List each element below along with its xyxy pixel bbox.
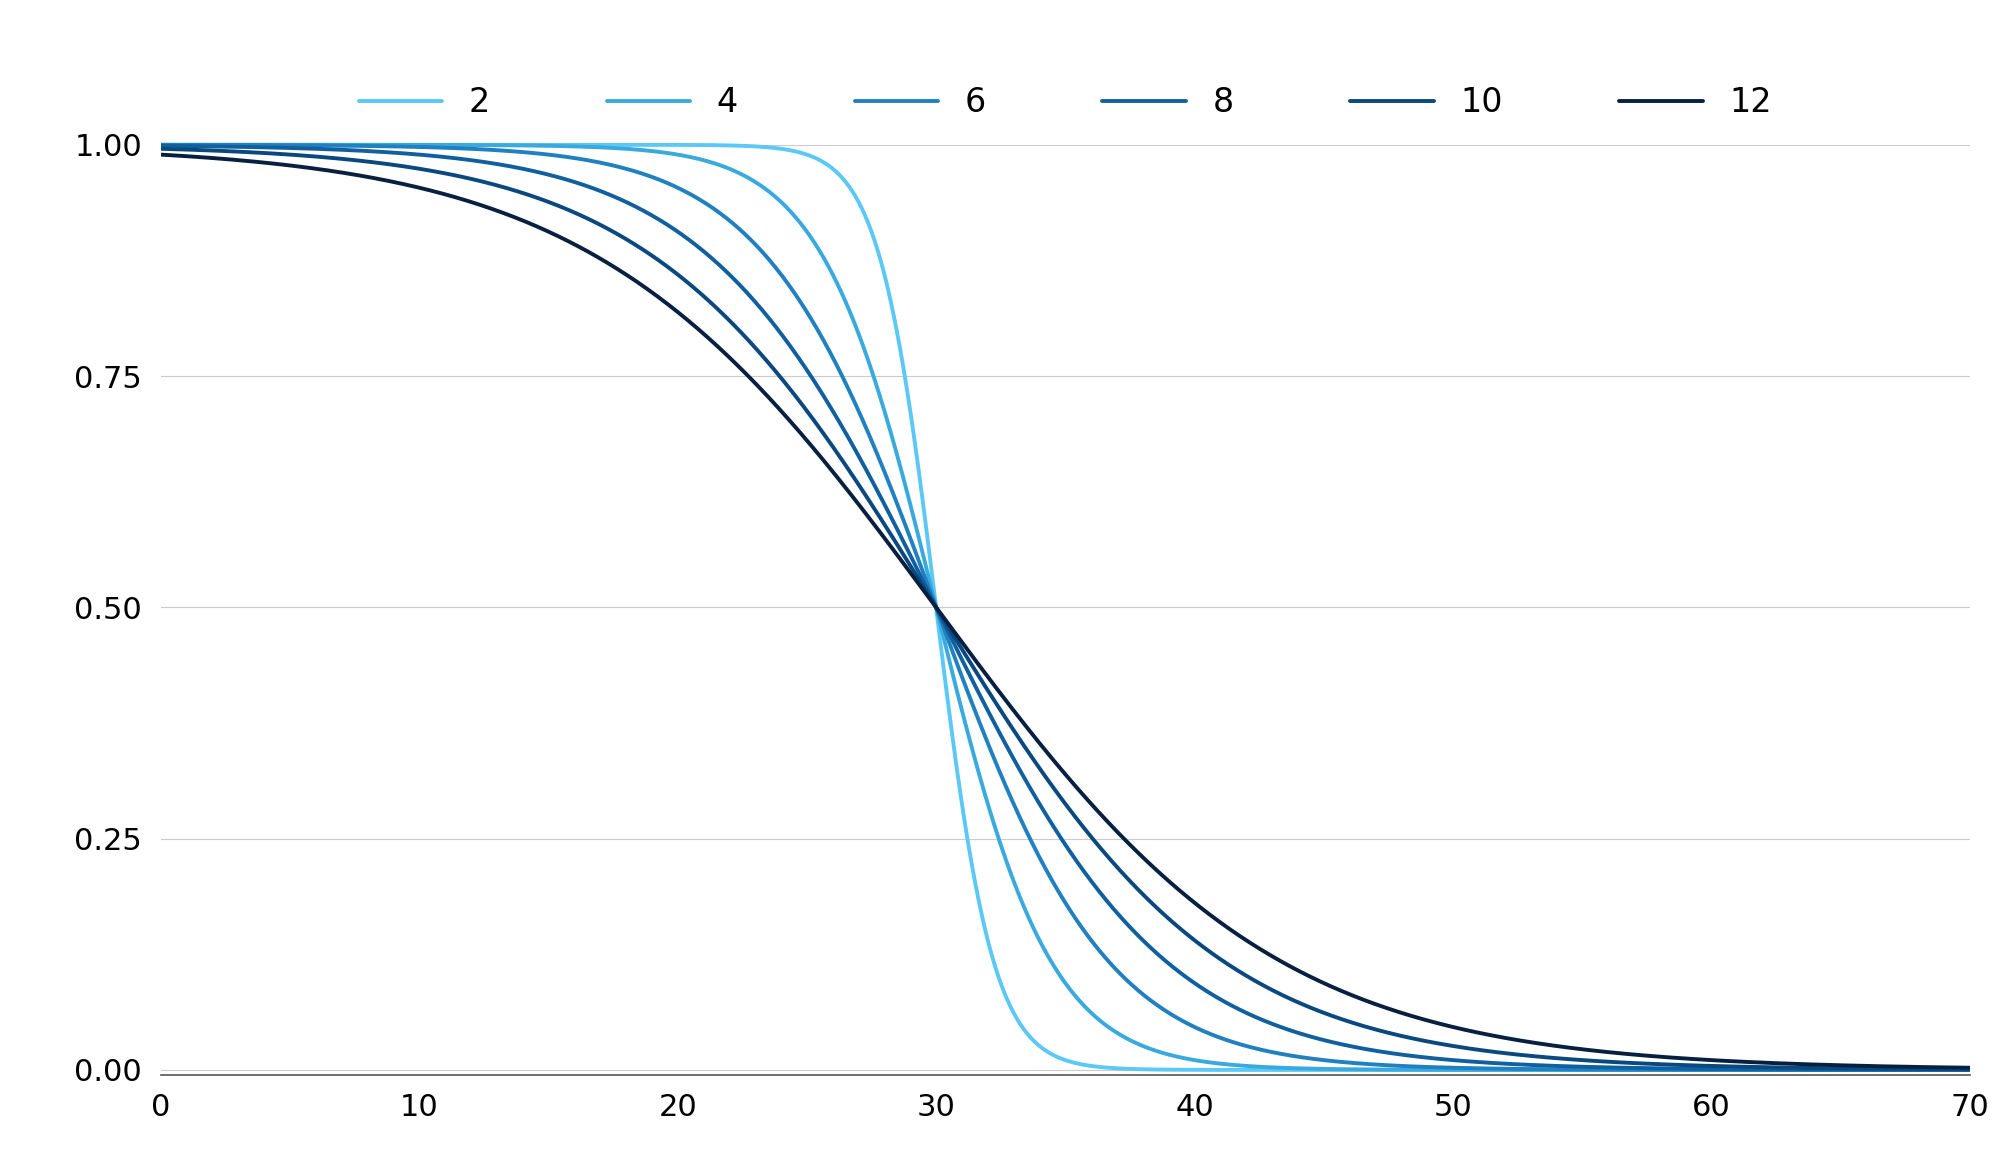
12 <box>1905 1059 1930 1073</box>
10 <box>241 145 265 159</box>
2 <box>1903 1063 1928 1077</box>
12 <box>241 154 265 168</box>
2 <box>241 138 265 152</box>
6 <box>981 748 1005 762</box>
8 <box>1903 1063 1928 1077</box>
6 <box>149 138 173 152</box>
Legend: 2, 4, 6, 8, 10, 12: 2, 4, 6, 8, 10, 12 <box>346 72 1785 132</box>
10 <box>981 690 1005 704</box>
10 <box>1574 1054 1598 1068</box>
Line: 12: 12 <box>161 154 1970 1068</box>
2 <box>1905 1063 1930 1077</box>
6 <box>1574 1063 1598 1077</box>
8 <box>1029 799 1053 813</box>
12 <box>149 147 173 161</box>
8 <box>1958 1063 1982 1077</box>
Line: 10: 10 <box>161 148 1970 1069</box>
12 <box>1903 1059 1928 1073</box>
4 <box>1958 1063 1982 1077</box>
4 <box>241 138 265 152</box>
6 <box>241 138 265 152</box>
10 <box>1905 1062 1930 1076</box>
12 <box>1029 737 1053 751</box>
8 <box>149 139 173 153</box>
2 <box>1574 1063 1598 1077</box>
12 <box>1574 1043 1598 1057</box>
Line: 2: 2 <box>161 145 1970 1070</box>
4 <box>149 138 173 152</box>
10 <box>1903 1062 1928 1076</box>
4 <box>1029 936 1053 950</box>
Line: 6: 6 <box>161 145 1970 1070</box>
6 <box>1029 853 1053 867</box>
4 <box>981 812 1005 826</box>
6 <box>1958 1063 1982 1077</box>
10 <box>149 141 173 155</box>
4 <box>1905 1063 1930 1077</box>
12 <box>1958 1061 1982 1075</box>
8 <box>1905 1063 1930 1077</box>
10 <box>1029 763 1053 777</box>
Line: 8: 8 <box>161 146 1970 1070</box>
2 <box>149 138 173 152</box>
6 <box>1903 1063 1928 1077</box>
8 <box>1574 1059 1598 1073</box>
2 <box>981 951 1005 965</box>
4 <box>1574 1063 1598 1077</box>
Line: 4: 4 <box>161 145 1970 1070</box>
10 <box>1958 1062 1982 1076</box>
8 <box>241 140 265 154</box>
2 <box>1029 1040 1053 1054</box>
4 <box>1903 1063 1928 1077</box>
6 <box>1905 1063 1930 1077</box>
2 <box>1958 1063 1982 1077</box>
8 <box>981 712 1005 726</box>
12 <box>981 676 1005 690</box>
